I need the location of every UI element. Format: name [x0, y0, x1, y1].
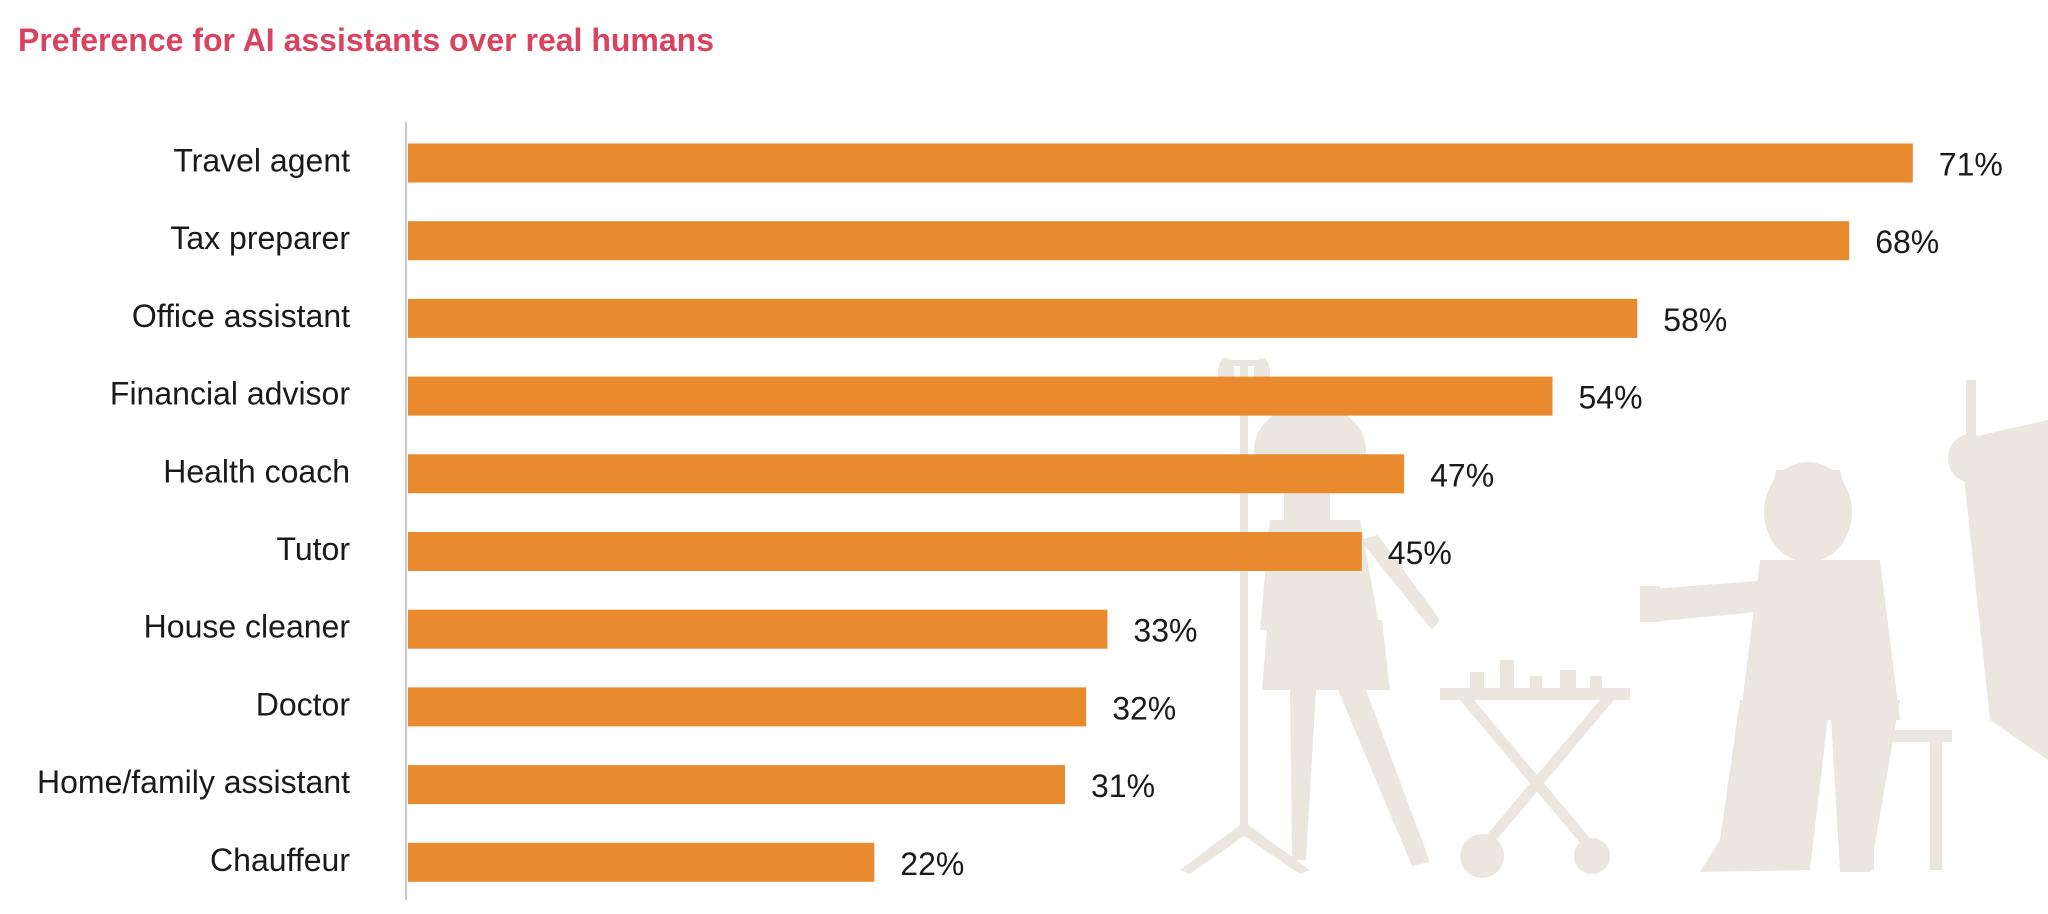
bar-chauffeur	[408, 842, 875, 882]
category-label-house-cleaner: House cleaner	[144, 609, 351, 645]
value-label-health-coach: 47%	[1430, 457, 1494, 493]
bar-doctor	[408, 687, 1087, 727]
category-label-health-coach: Health coach	[163, 453, 350, 489]
category-label-doctor: Doctor	[256, 686, 351, 722]
category-label-tax-preparer: Tax preparer	[170, 220, 350, 256]
bar-financial-advisor	[408, 376, 1553, 416]
category-label-home-family-assistant: Home/family assistant	[37, 764, 350, 800]
value-label-group: 71% 68% 58% 54% 47% 45% 33% 32% 31% 22%	[900, 146, 2003, 881]
bar-travel-agent	[408, 143, 1913, 183]
category-label-tutor: Tutor	[277, 531, 351, 567]
chart-title: Preference for AI assistants over real h…	[18, 22, 714, 58]
value-label-office-assistant: 58%	[1663, 302, 1727, 338]
value-label-doctor: 32%	[1112, 690, 1176, 726]
bar-house-cleaner	[408, 609, 1108, 649]
value-label-travel-agent: 71%	[1939, 146, 2003, 182]
value-label-tutor: 45%	[1388, 535, 1452, 571]
value-label-chauffeur: 22%	[900, 846, 964, 882]
category-label-financial-advisor: Financial advisor	[110, 376, 350, 412]
bar-home-family-assistant	[408, 765, 1065, 805]
category-label-chauffeur: Chauffeur	[210, 842, 350, 878]
value-label-house-cleaner: 33%	[1133, 613, 1197, 649]
bar-office-assistant	[408, 298, 1638, 338]
category-label-group: Travel agent Tax preparer Office assistant…	[37, 142, 350, 877]
illustration-background	[1180, 358, 2048, 878]
value-label-financial-advisor: 54%	[1579, 380, 1643, 416]
bar-tax-preparer	[408, 221, 1850, 261]
category-label-travel-agent: Travel agent	[173, 142, 350, 178]
standing-figure-silhouette	[1948, 380, 2048, 760]
bar-tutor	[408, 532, 1362, 571]
trolley-silhouette	[1440, 660, 1630, 878]
value-label-tax-preparer: 68%	[1875, 224, 1939, 260]
bar-health-coach	[408, 454, 1405, 494]
bar-group	[408, 143, 1913, 882]
category-label-office-assistant: Office assistant	[132, 298, 350, 334]
value-label-home-family-assistant: 31%	[1091, 768, 1155, 804]
doctor-silhouette	[1640, 462, 1952, 872]
